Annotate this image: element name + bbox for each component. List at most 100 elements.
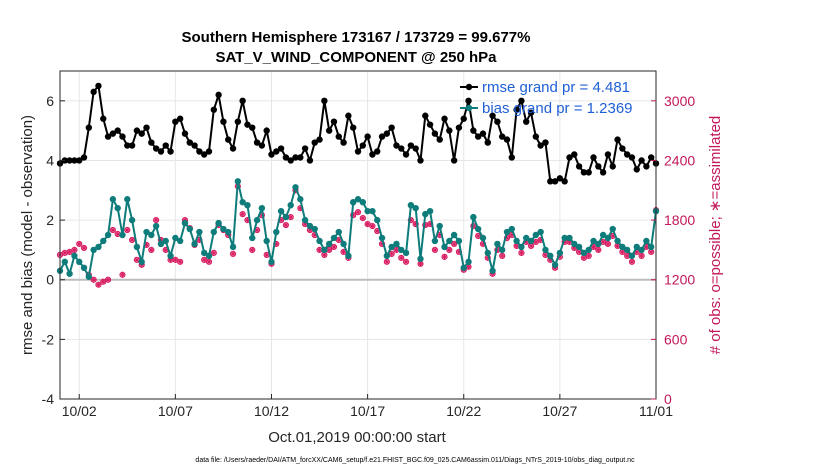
rmse-point (489, 112, 496, 119)
rmse-point (537, 142, 544, 149)
rmse-point (330, 118, 338, 125)
obs-assimilated-point (600, 239, 606, 245)
rmse-point (76, 157, 83, 164)
x-tick-label: 10/17 (350, 403, 385, 419)
y-axis-ticks-right: 0 600 1200 1800 2400 3000 (651, 93, 695, 407)
bias-point (176, 237, 184, 245)
rmse-point (215, 91, 222, 99)
rmse-point (474, 133, 482, 140)
rmse-point (148, 139, 155, 146)
obs-assimilated-point (533, 239, 539, 245)
obs-assimilated-point (283, 222, 289, 228)
obs-assimilated-point (595, 247, 601, 253)
obs-assimilated-point (543, 252, 548, 258)
obs-possible-point (638, 252, 645, 259)
rmse-point (556, 175, 564, 182)
obs-assimilated-point (148, 247, 154, 253)
bias-point (152, 222, 160, 230)
rmse-series-points (56, 82, 660, 185)
rmse-point (143, 124, 150, 131)
obs-possible-point (124, 226, 131, 234)
rmse-point (162, 142, 169, 149)
bias-point (61, 258, 69, 266)
bias-point (172, 234, 179, 242)
obs-assimilated-point (384, 259, 390, 265)
obs-possible-point (398, 254, 405, 261)
rmse-point (321, 97, 328, 105)
obs-possible-point (205, 258, 213, 265)
obs-assimilated-point (240, 211, 246, 217)
bias-point (95, 243, 102, 251)
rmse-point (229, 145, 237, 152)
bias-point (277, 207, 285, 215)
bias-point (628, 252, 636, 260)
bias-point (66, 270, 73, 277)
rmse-point (253, 139, 261, 146)
bias-point (479, 234, 487, 242)
rmse-point (402, 151, 410, 158)
bias-point (100, 237, 107, 245)
obs-assimilated-point (230, 251, 236, 257)
bias-point (181, 219, 189, 227)
obs-assimilated-point (610, 233, 616, 239)
obs-assimilated-point (177, 259, 183, 265)
bias-point (321, 246, 328, 254)
obs-assimilated-point (62, 250, 68, 256)
rmse-point (258, 142, 266, 149)
bias-series-line (59, 181, 657, 280)
chart-title: Southern Hemisphere 173167 / 173729 = 99… (182, 29, 531, 46)
bias-point (109, 196, 117, 203)
bias-point (547, 252, 554, 260)
bias-series-points (56, 178, 660, 280)
obs-assimilated-point (81, 245, 87, 251)
rmse-point (566, 154, 573, 161)
y-right-tick-label: 1800 (664, 212, 695, 228)
bias-point (426, 207, 434, 215)
obs-possible-point (249, 246, 256, 254)
rmse-point (614, 136, 621, 143)
bias-point (85, 273, 93, 280)
footer-data-file: data file: /Users/raeder/DAI/ATM_forcXX/… (195, 457, 635, 464)
bias-point (306, 222, 314, 230)
bias-point (354, 196, 362, 203)
bias-point (225, 228, 232, 236)
rmse-point (422, 112, 429, 119)
rmse-point (239, 97, 246, 105)
bias-point (527, 237, 535, 245)
obs-assimilated-point (331, 244, 337, 250)
rmse-point (417, 157, 424, 164)
obs-possible-point (210, 249, 217, 256)
obs-possible-point (585, 252, 592, 259)
rmse-point (590, 154, 597, 161)
obs-possible-point (119, 271, 126, 278)
bias-point (162, 237, 169, 245)
obs-assimilated-point (451, 241, 457, 247)
obs-assimilated-point (398, 255, 404, 261)
rmse-point (345, 112, 352, 119)
rmse-point (580, 169, 588, 176)
y-tick-label: -2 (42, 331, 55, 347)
rmse-point (181, 130, 189, 137)
bias-point (369, 207, 376, 215)
bias-point (287, 201, 294, 209)
obs-assimilated-point (264, 252, 270, 258)
obs-assimilated-point (336, 237, 342, 243)
bias-point (186, 225, 193, 233)
rmse-point (595, 163, 602, 170)
rmse-point (359, 142, 367, 149)
bias-point (556, 249, 564, 257)
rmse-point (297, 154, 304, 161)
y-tick-label: 4 (46, 152, 54, 168)
x-tick-label: 10/22 (446, 403, 481, 419)
rmse-point (450, 157, 458, 164)
bias-point (325, 240, 333, 248)
rmse-point (172, 118, 179, 125)
rmse-point (85, 124, 93, 131)
rmse-point (393, 142, 400, 149)
bias-point (335, 228, 342, 236)
bias-point (378, 234, 386, 242)
bias-point (330, 234, 338, 242)
rmse-point (523, 118, 530, 125)
bias-point (609, 225, 616, 233)
obs-assimilated-point (442, 254, 447, 260)
